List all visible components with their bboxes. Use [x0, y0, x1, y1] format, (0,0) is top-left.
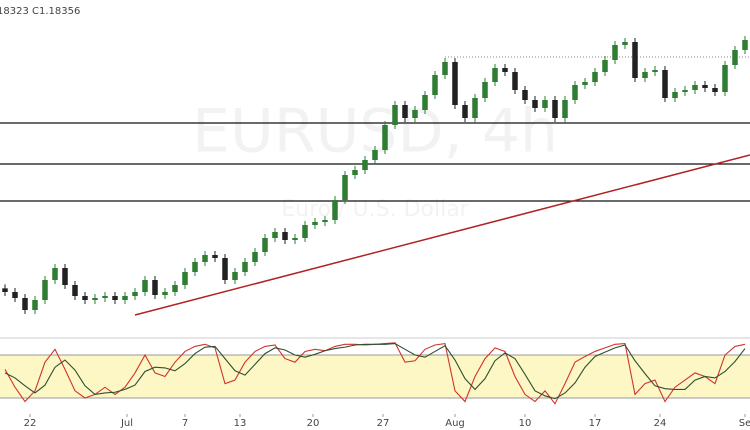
candle-body: [142, 280, 148, 292]
candle-body: [322, 220, 328, 222]
candle-body: [422, 95, 428, 110]
candle-body: [452, 62, 458, 105]
candle-body: [362, 160, 368, 170]
x-tick-label: 20: [307, 418, 320, 429]
candle-body: [572, 85, 578, 100]
candle-body: [212, 255, 218, 258]
candle-body: [552, 100, 558, 118]
candle-body: [242, 262, 248, 272]
trend-line: [134, 154, 750, 316]
x-tick-label: 27: [377, 418, 390, 429]
candle-body: [2, 288, 8, 292]
x-tick-label: Se: [739, 418, 750, 429]
x-tick-label: 7: [182, 418, 188, 429]
candle-body: [392, 105, 398, 125]
candle-body: [222, 258, 228, 280]
candle-body: [482, 82, 488, 98]
candle-body: [692, 85, 698, 90]
candle-body: [582, 82, 588, 85]
candle-body: [232, 272, 238, 280]
candle-body: [542, 100, 548, 108]
candle-body: [162, 292, 168, 295]
candle-body: [282, 232, 288, 240]
candle-body: [342, 175, 348, 200]
candle-body: [12, 292, 18, 298]
candle-body: [192, 262, 198, 272]
candle-body: [92, 298, 98, 300]
candle-body: [662, 70, 668, 98]
x-tick-label: Aug: [445, 418, 465, 429]
candle-body: [202, 255, 208, 262]
candle-body: [602, 60, 608, 72]
candle-body: [52, 268, 58, 280]
candle-body: [512, 72, 518, 90]
candle-body: [702, 85, 708, 88]
candle-body: [172, 285, 178, 292]
candle-body: [132, 292, 138, 296]
candle-body: [352, 170, 358, 175]
candle-body: [592, 72, 598, 82]
candle-body: [262, 238, 268, 252]
candle-body: [432, 75, 438, 95]
candle-body: [632, 42, 638, 78]
candle-body: [722, 65, 728, 92]
candle-body: [682, 90, 688, 92]
candle-body: [152, 280, 158, 295]
candle-body: [402, 105, 408, 118]
stoch-line: [4, 343, 746, 400]
candle-body: [472, 98, 478, 118]
candle-body: [182, 272, 188, 285]
candle-body: [652, 70, 658, 72]
candle-body: [102, 296, 108, 298]
candle-body: [302, 225, 308, 238]
candle-body: [112, 296, 118, 300]
candle-body: [252, 252, 258, 262]
candle-body: [72, 285, 78, 296]
candle-body: [122, 296, 128, 300]
candle-body: [272, 232, 278, 238]
candle-body: [502, 68, 508, 72]
candle-body: [742, 40, 748, 50]
candle-body: [732, 50, 738, 65]
x-tick-label: 22: [24, 418, 37, 429]
candle-body: [32, 300, 38, 310]
candle-body: [492, 68, 498, 82]
candle-body: [442, 62, 448, 75]
stoch-band: [0, 355, 750, 398]
x-tick-label: 24: [654, 418, 667, 429]
candle-body: [412, 110, 418, 118]
ohlc-header: 18323 C1.18356: [0, 6, 80, 17]
candle-body: [62, 268, 68, 285]
candle-body: [462, 105, 468, 118]
candle-body: [312, 222, 318, 225]
candle-body: [622, 42, 628, 45]
candle-body: [42, 280, 48, 300]
x-tick-label: Jul: [120, 418, 133, 429]
candle-body: [642, 72, 648, 78]
candle-body: [82, 296, 88, 300]
x-tick-label: 10: [519, 418, 532, 429]
candle-body: [672, 92, 678, 98]
candle-body: [372, 150, 378, 160]
x-tick-label: 13: [234, 418, 247, 429]
candle-body: [22, 298, 28, 310]
candle-body: [292, 238, 298, 240]
candle-body: [562, 100, 568, 118]
candle-body: [332, 200, 338, 220]
candle-body: [532, 100, 538, 108]
x-tick-label: 17: [589, 418, 602, 429]
candle-body: [382, 125, 388, 150]
candle-body: [612, 45, 618, 60]
candle-body: [522, 90, 528, 100]
candle-body: [712, 88, 718, 92]
